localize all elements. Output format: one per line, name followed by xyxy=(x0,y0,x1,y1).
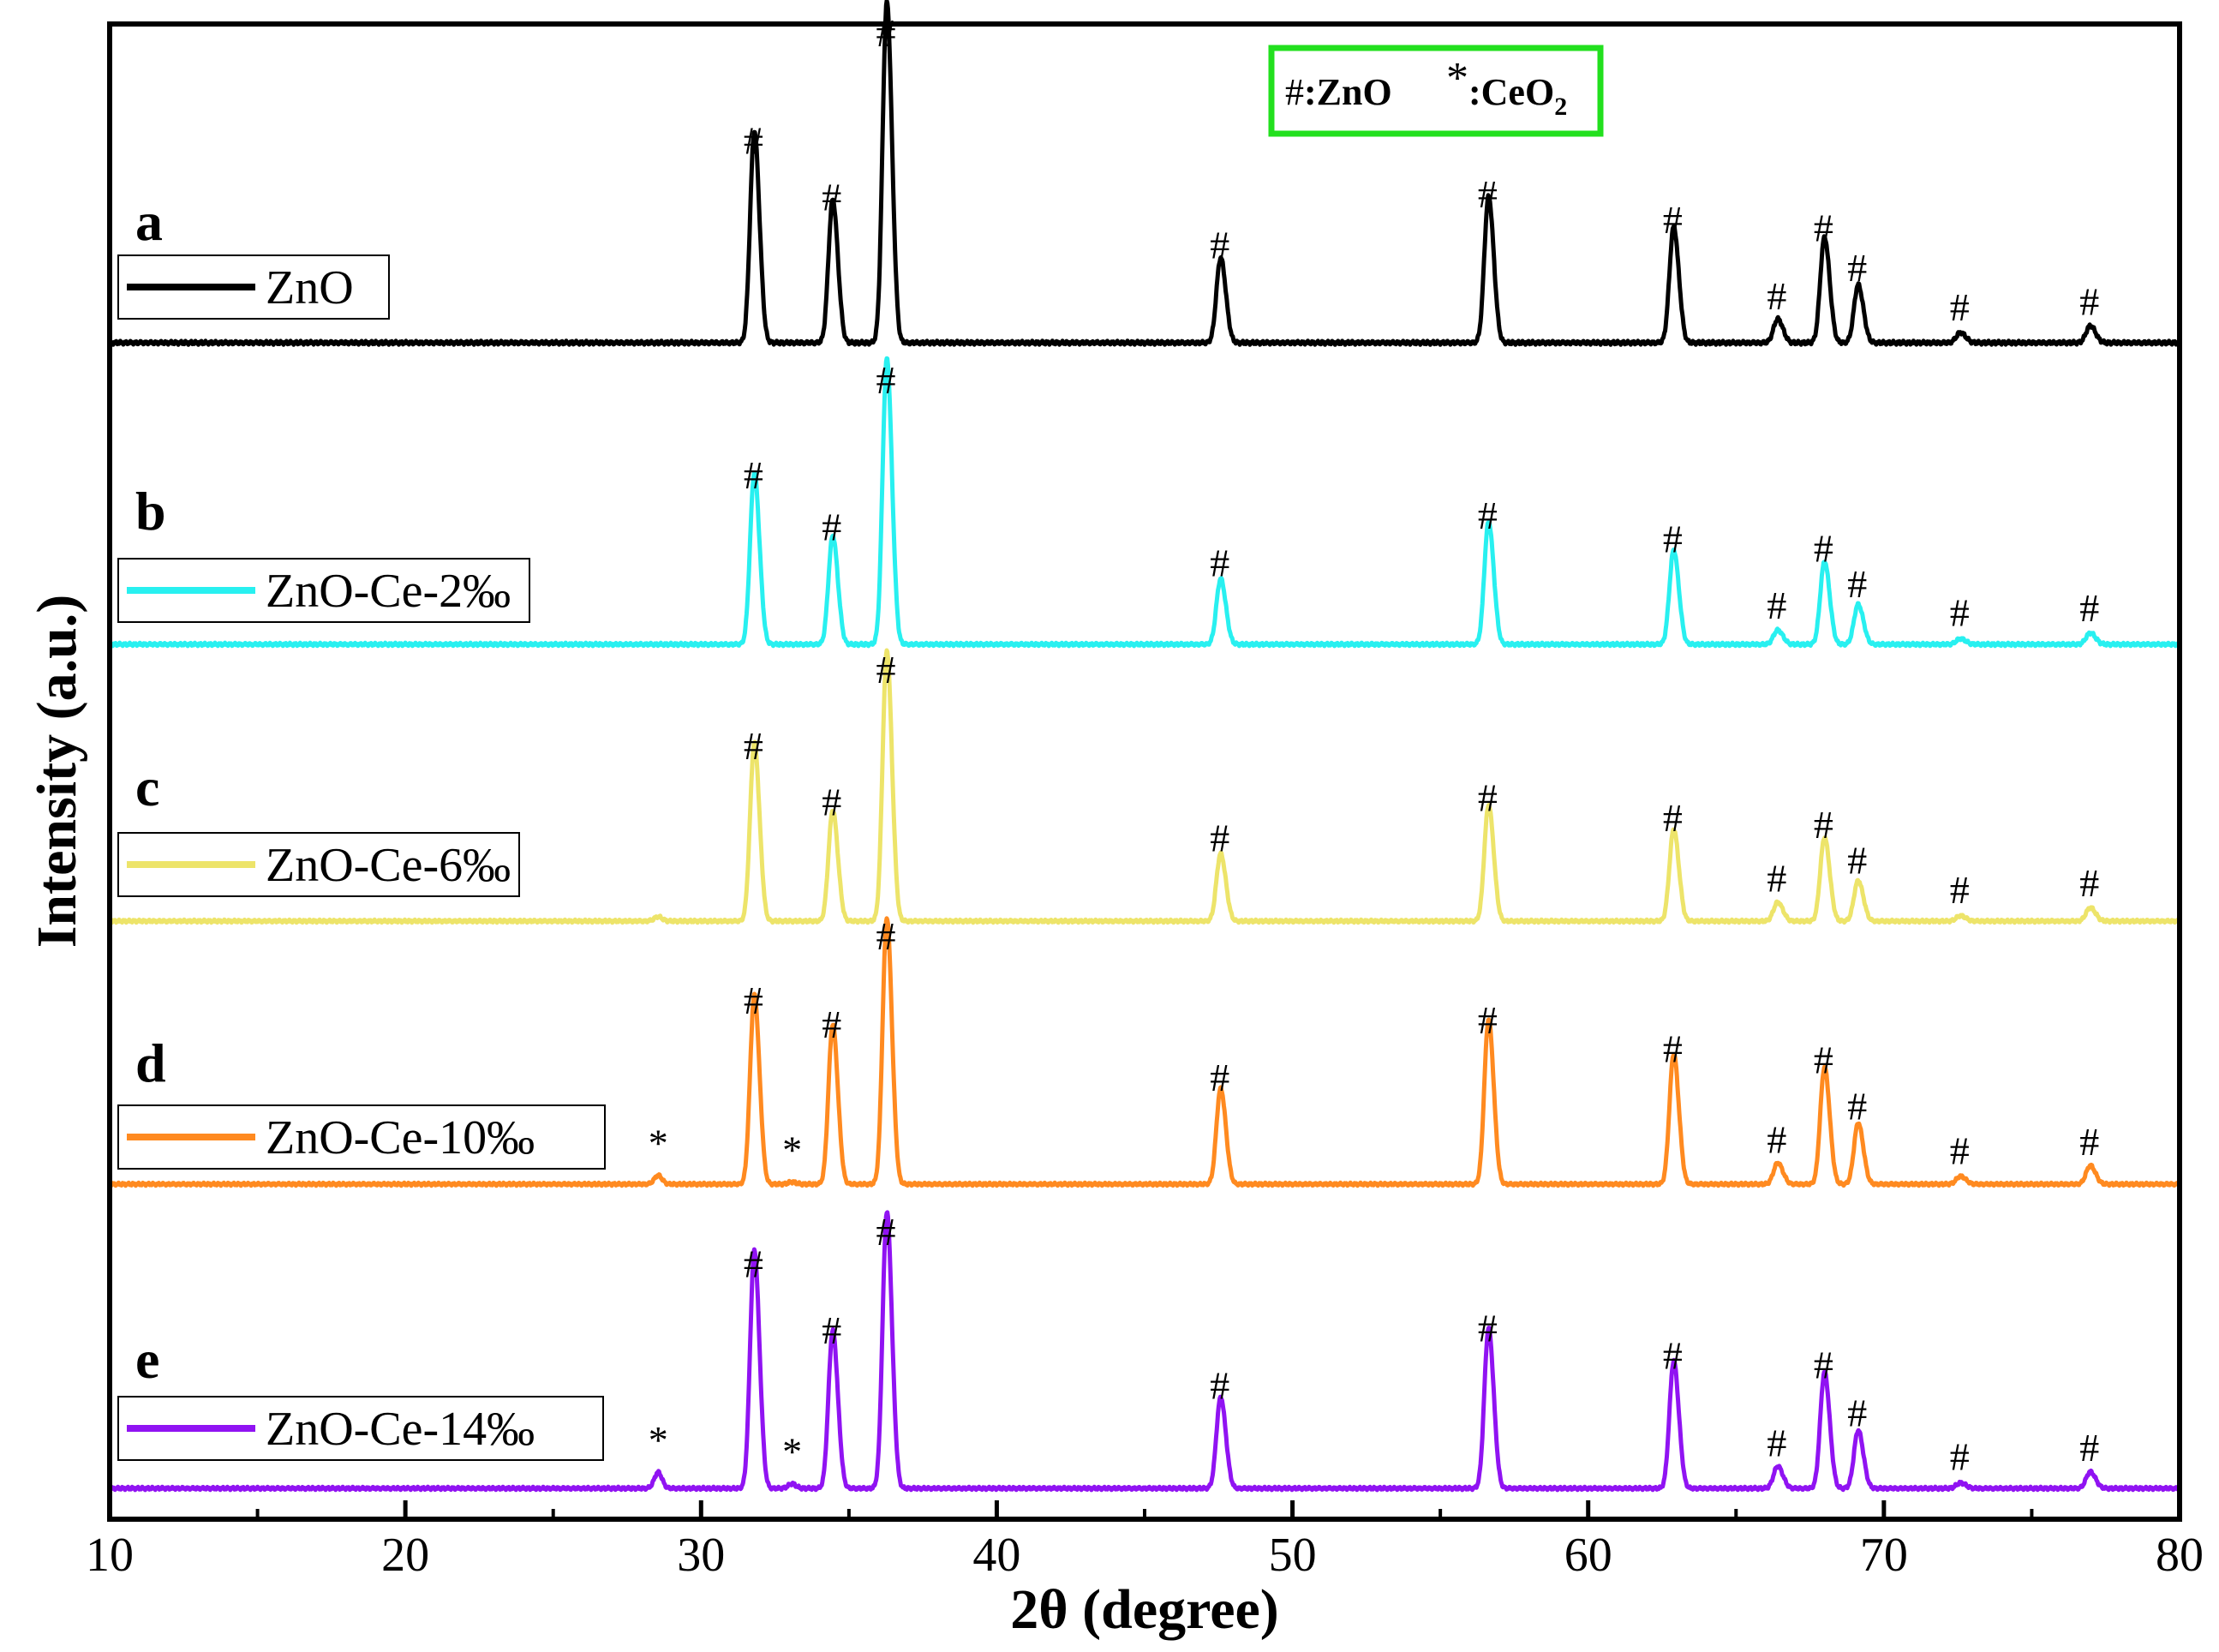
panel-letter-a: a xyxy=(135,191,163,252)
key-zno-label: :ZnO xyxy=(1304,71,1392,113)
legend-label-d: ZnO-Ce-10‰ xyxy=(266,1111,535,1164)
zno-peak-marker: # xyxy=(1210,224,1229,267)
zno-peak-marker: # xyxy=(1663,796,1683,840)
zno-peak-marker: # xyxy=(2079,586,2099,630)
zno-peak-marker: # xyxy=(1847,246,1867,290)
zno-peak-marker: # xyxy=(1847,1392,1867,1435)
zno-peak-marker: # xyxy=(1767,1422,1786,1465)
x-axis-title: 2θ (degree) xyxy=(1010,1578,1279,1641)
zno-peak-marker: # xyxy=(1814,1343,1833,1386)
key-ceo2-subscript: 2 xyxy=(1554,93,1567,121)
zno-peak-marker: # xyxy=(2079,1120,2099,1164)
zno-peak-marker: # xyxy=(1478,775,1498,819)
zno-peak-marker: # xyxy=(744,453,763,497)
zno-peak-marker: # xyxy=(1210,541,1229,584)
zno-peak-marker: # xyxy=(1814,206,1833,250)
zno-peak-marker: # xyxy=(1663,198,1683,242)
x-axis-ticks: 10 20 30 40 50 60 70 80 xyxy=(86,1500,2204,1582)
spectrum-line-c xyxy=(108,648,2181,925)
phase-key-zno: #:ZnO xyxy=(1285,71,1392,113)
zno-peak-marker: # xyxy=(1767,1117,1786,1161)
zno-peak-marker: # xyxy=(1478,998,1498,1042)
peak-markers-layer: # # # # # # # # # # # # # # # # # # # # # # # # # # # # # # # # # # # # # # # #… xyxy=(649,11,2099,1479)
y-axis-title: Intensity (a.u.) xyxy=(26,595,88,949)
zno-peak-marker: # xyxy=(2079,280,2099,324)
ceo2-peak-marker: * xyxy=(649,1122,668,1165)
x-tick-label: 10 xyxy=(86,1529,134,1582)
legend-label-c: ZnO-Ce-6‰ xyxy=(266,839,511,892)
spectrum-line-a xyxy=(107,0,2182,347)
x-tick-label: 70 xyxy=(1860,1529,1908,1582)
spectrum-line-d xyxy=(108,916,2181,1188)
zno-peak-marker: # xyxy=(1950,1435,1970,1479)
zno-peak-marker: # xyxy=(1814,1038,1833,1082)
phase-key-ceo2: *:CeO2 xyxy=(1446,54,1567,121)
spectrum-line-b xyxy=(107,356,2181,649)
zno-peak-marker: # xyxy=(822,175,841,218)
zno-peak-marker: # xyxy=(1663,1334,1683,1378)
zno-peak-marker: # xyxy=(876,914,896,958)
key-ceo2-symbol: * xyxy=(1446,54,1468,103)
x-tick-label: 40 xyxy=(972,1529,1020,1582)
panel-letter-b: b xyxy=(135,481,166,542)
zno-peak-marker: # xyxy=(1210,1056,1229,1099)
zno-peak-marker: # xyxy=(1847,839,1867,883)
panel-letter-e: e xyxy=(135,1329,159,1390)
zno-peak-marker: # xyxy=(876,358,896,402)
phase-key-border xyxy=(1268,45,1604,137)
legend-label-b: ZnO-Ce-2‰ xyxy=(266,565,511,618)
legend-label-a: ZnO xyxy=(266,261,354,314)
legend-layer: a ZnO b ZnO-Ce-2‰ c ZnO-Ce-6‰ d ZnO-Ce-10‰ e ZnO-… xyxy=(117,191,606,1461)
zno-peak-marker: # xyxy=(1847,562,1867,606)
zno-peak-marker: # xyxy=(744,724,763,768)
legend-label-e: ZnO-Ce-14‰ xyxy=(266,1403,535,1456)
zno-peak-marker: # xyxy=(876,1210,896,1254)
zno-peak-marker: # xyxy=(1767,274,1786,318)
x-tick-label: 30 xyxy=(677,1529,725,1582)
zno-peak-marker: # xyxy=(876,648,896,691)
spectrum-line-e xyxy=(108,1210,2181,1493)
zno-peak-marker: # xyxy=(1663,1027,1683,1071)
zno-peak-marker: # xyxy=(1950,285,1970,329)
ceo2-peak-marker: * xyxy=(649,1418,668,1462)
key-ceo2-label: :CeO xyxy=(1468,71,1554,113)
zno-peak-marker: # xyxy=(1847,1085,1867,1128)
zno-peak-marker: # xyxy=(2079,1426,2099,1469)
zno-peak-marker: # xyxy=(2079,861,2099,905)
panel-letter-c: c xyxy=(135,757,159,817)
x-tick-label: 60 xyxy=(1564,1529,1612,1582)
zno-peak-marker: # xyxy=(1767,857,1786,901)
zno-peak-marker: # xyxy=(1950,1128,1970,1172)
zno-peak-marker: # xyxy=(1814,527,1833,571)
ceo2-peak-marker: * xyxy=(782,1128,802,1171)
zno-peak-marker: # xyxy=(744,118,763,162)
zno-peak-marker: # xyxy=(744,1242,763,1286)
zno-peak-marker: # xyxy=(1210,817,1229,860)
x-tick-label: 50 xyxy=(1269,1529,1317,1582)
x-tick-label: 80 xyxy=(2156,1529,2204,1582)
zno-peak-marker: # xyxy=(876,11,896,55)
x-tick-label: 20 xyxy=(381,1529,429,1582)
zno-peak-marker: # xyxy=(822,506,841,549)
ceo2-peak-marker: * xyxy=(782,1430,802,1474)
key-zno-symbol: # xyxy=(1285,71,1304,113)
zno-peak-marker: # xyxy=(822,781,841,824)
spectra-layer xyxy=(107,0,2182,1493)
phase-key-box: #:ZnO *:CeO2 xyxy=(1268,45,1604,137)
zno-peak-marker: # xyxy=(1950,868,1970,912)
zno-peak-marker: # xyxy=(822,1308,841,1352)
zno-peak-marker: # xyxy=(1210,1364,1229,1408)
zno-peak-marker: # xyxy=(822,1003,841,1046)
panel-letter-d: d xyxy=(135,1032,166,1093)
zno-peak-marker: # xyxy=(744,979,763,1022)
zno-peak-marker: # xyxy=(1478,1307,1498,1350)
zno-peak-marker: # xyxy=(1478,172,1498,216)
zno-peak-marker: # xyxy=(1767,584,1786,627)
zno-peak-marker: # xyxy=(1950,591,1970,635)
zno-peak-marker: # xyxy=(1478,494,1498,537)
zno-peak-marker: # xyxy=(1663,518,1683,561)
zno-peak-marker: # xyxy=(1814,803,1833,847)
